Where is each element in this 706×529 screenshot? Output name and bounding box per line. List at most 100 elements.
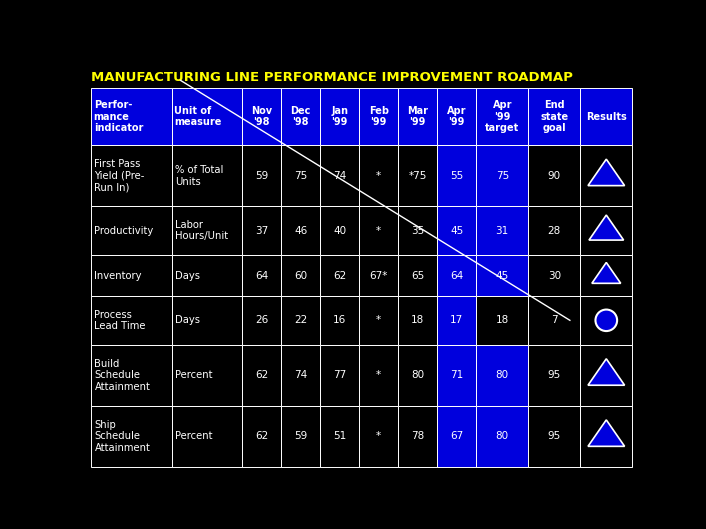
Text: 71: 71 [450, 370, 463, 380]
Text: % of Total
Units: % of Total Units [175, 165, 223, 187]
Bar [437, 345, 477, 406]
Text: 95: 95 [548, 370, 561, 380]
Text: Days: Days [175, 315, 200, 325]
Bar [580, 145, 633, 206]
Text: 45: 45 [496, 270, 509, 280]
Polygon shape [588, 159, 625, 186]
Text: Nov
'98: Nov '98 [251, 106, 273, 127]
Bar [321, 255, 359, 296]
Bar [359, 255, 398, 296]
Text: 80: 80 [496, 432, 509, 441]
Text: Productivity: Productivity [95, 226, 154, 236]
Text: 64: 64 [450, 270, 463, 280]
Text: 64: 64 [255, 270, 268, 280]
Bar [321, 345, 359, 406]
Text: Dec
'98: Dec '98 [291, 106, 311, 127]
Bar [528, 88, 580, 145]
Bar [321, 88, 359, 145]
Bar [359, 296, 398, 345]
Bar [359, 345, 398, 406]
Text: 62: 62 [333, 270, 347, 280]
Bar [528, 206, 580, 255]
Text: 77: 77 [333, 370, 347, 380]
Bar [242, 206, 281, 255]
Text: 31: 31 [496, 226, 509, 236]
Bar [398, 296, 437, 345]
Bar [172, 406, 242, 467]
Bar [437, 145, 477, 206]
Text: 62: 62 [255, 432, 268, 441]
Bar [477, 255, 528, 296]
Bar [477, 88, 528, 145]
Bar [398, 255, 437, 296]
Bar [580, 206, 633, 255]
Text: 35: 35 [411, 226, 424, 236]
Bar [172, 345, 242, 406]
Bar [91, 255, 172, 296]
Text: 18: 18 [496, 315, 509, 325]
Bar [242, 406, 281, 467]
Bar [580, 255, 633, 296]
Text: 22: 22 [294, 315, 307, 325]
Text: *: * [376, 370, 381, 380]
Bar [528, 255, 580, 296]
Bar [321, 206, 359, 255]
Text: 95: 95 [548, 432, 561, 441]
Bar [398, 88, 437, 145]
Bar [528, 296, 580, 345]
Bar [281, 406, 321, 467]
Bar [281, 255, 321, 296]
Bar [398, 145, 437, 206]
Bar [359, 406, 398, 467]
Text: Feb
'99: Feb '99 [369, 106, 389, 127]
Bar [398, 345, 437, 406]
Text: Unit of
measure: Unit of measure [174, 106, 222, 127]
Bar [172, 88, 242, 145]
Bar [321, 145, 359, 206]
Text: 59: 59 [294, 432, 307, 441]
Text: 51: 51 [333, 432, 347, 441]
Bar [437, 406, 477, 467]
Text: 75: 75 [496, 171, 509, 181]
Polygon shape [588, 420, 625, 446]
Text: 55: 55 [450, 171, 463, 181]
Text: Apr
'99: Apr '99 [447, 106, 467, 127]
Text: 90: 90 [548, 171, 561, 181]
Bar [528, 406, 580, 467]
Text: 30: 30 [548, 270, 561, 280]
Bar [398, 406, 437, 467]
Text: 78: 78 [411, 432, 424, 441]
Bar [359, 145, 398, 206]
Text: Apr
'99
target: Apr '99 target [485, 100, 520, 133]
Text: Percent: Percent [175, 370, 213, 380]
Bar [321, 296, 359, 345]
Text: Ship
Schedule
Attainment: Ship Schedule Attainment [95, 420, 150, 453]
Text: 46: 46 [294, 226, 307, 236]
Text: First Pass
Yield (Pre-
Run In): First Pass Yield (Pre- Run In) [95, 159, 145, 193]
Text: Labor
Hours/Unit: Labor Hours/Unit [175, 220, 228, 242]
Bar [580, 296, 633, 345]
Bar [91, 296, 172, 345]
Bar [281, 206, 321, 255]
Text: Perfor-
mance
indicator: Perfor- mance indicator [94, 100, 143, 133]
Text: *: * [376, 226, 381, 236]
Text: Percent: Percent [175, 432, 213, 441]
Bar [437, 206, 477, 255]
Bar [91, 88, 172, 145]
Text: 7: 7 [551, 315, 558, 325]
Bar [242, 255, 281, 296]
Bar [281, 345, 321, 406]
Text: 40: 40 [333, 226, 346, 236]
Text: *: * [376, 432, 381, 441]
Bar [91, 345, 172, 406]
Bar [477, 345, 528, 406]
Bar [242, 296, 281, 345]
Bar [281, 145, 321, 206]
Text: 37: 37 [255, 226, 268, 236]
Text: 60: 60 [294, 270, 307, 280]
Text: 74: 74 [294, 370, 307, 380]
Bar [528, 145, 580, 206]
Text: 62: 62 [255, 370, 268, 380]
Text: Results: Results [586, 112, 627, 122]
Text: *: * [376, 315, 381, 325]
